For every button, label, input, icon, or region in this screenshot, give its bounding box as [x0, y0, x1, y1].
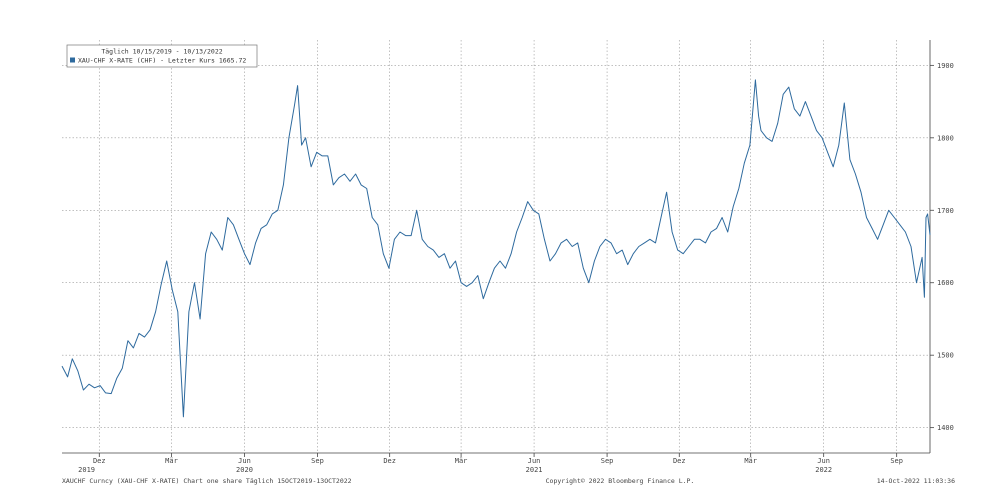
x-tick-label: Jun [528, 457, 541, 465]
x-tick-labels: Dez Mär Jun Sep Dez Mär Jun Sep Dez Mär Jun Sep [93, 453, 903, 465]
x-tick-label: Sep [890, 457, 903, 465]
y-tick-label: 1800 [937, 134, 954, 142]
x-tick-label: Mär [165, 457, 178, 465]
x-year-labels: 2019 2020 2021 2022 [78, 466, 832, 474]
footer-copyright: Copyright© 2022 Bloomberg Finance L.P. [546, 477, 695, 485]
x-year-label: 2021 [526, 466, 543, 474]
x-tick-label: Jun [817, 457, 830, 465]
axes [62, 40, 931, 454]
x-tick-label: Sep [601, 457, 614, 465]
footer-timestamp: 14-Oct-2022 11:03:36 [877, 477, 955, 485]
legend-entry: XAU-CHF X-RATE (CHF) - Letzter Kurs 1665… [78, 57, 246, 65]
series-line-xau-chf [61, 79, 931, 418]
x-tick-label: Mär [744, 457, 757, 465]
grid [62, 40, 930, 453]
y-tick-labels: 1400 1500 1600 1700 1800 1900 [930, 62, 954, 432]
x-tick-label: Dez [673, 457, 686, 465]
legend-header: Täglich 10/15/2019 - 10/13/2022 [101, 48, 222, 56]
legend-swatch [70, 57, 75, 63]
footer-source: XAUCHF Curncy (XAU-CHF X-RATE) Chart one… [62, 477, 352, 485]
legend: Täglich 10/15/2019 - 10/13/2022 XAU-CHF … [66, 44, 258, 68]
x-year-label: 2020 [236, 466, 253, 474]
x-tick-label: Dez [383, 457, 396, 465]
x-year-label: 2022 [815, 466, 832, 474]
x-tick-label: Dez [93, 457, 106, 465]
x-tick-label: Mär [455, 457, 468, 465]
y-tick-label: 1600 [937, 279, 954, 287]
y-tick-label: 1900 [937, 62, 954, 70]
x-year-label: 2019 [78, 466, 95, 474]
y-tick-label: 1400 [937, 424, 954, 432]
x-tick-label: Sep [311, 457, 324, 465]
x-tick-label: Jun [238, 457, 251, 465]
y-tick-label: 1700 [937, 207, 954, 215]
legend-box [66, 44, 258, 68]
y-tick-label: 1500 [937, 352, 954, 360]
